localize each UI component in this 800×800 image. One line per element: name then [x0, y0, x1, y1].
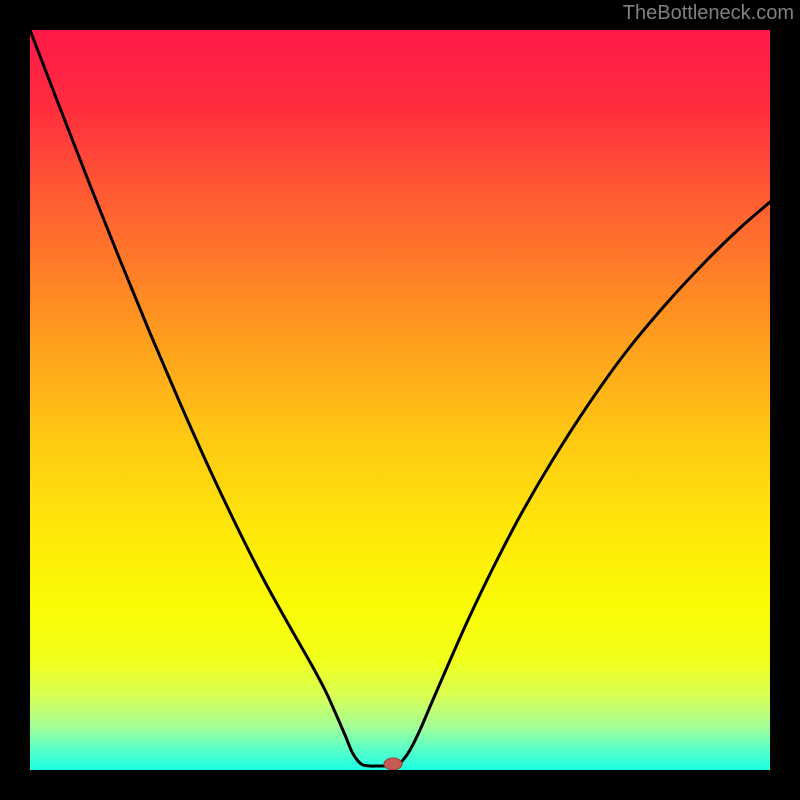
watermark-text: TheBottleneck.com: [623, 2, 794, 25]
optimal-point-marker: [384, 758, 402, 770]
chart-background: [30, 30, 770, 770]
bottleneck-chart: [0, 0, 800, 800]
chart-container: TheBottleneck.com: [0, 0, 800, 800]
